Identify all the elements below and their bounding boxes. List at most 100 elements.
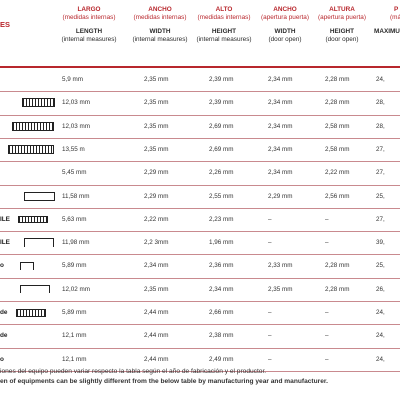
table-row: de 5,89 mm 2,44 mm 2,66 mm – – 24, [0,301,400,324]
header-door-width-en-sub: (door open) [268,36,302,43]
table-cell: 2,28 mm [325,99,350,107]
table-cell: 2,29 mm [144,169,169,177]
table-cell: – [268,355,272,363]
header-length-en: LENGTH [75,28,103,35]
header-row-label: ES [0,20,11,29]
header-max-payload: P (má MAXIMUN [374,6,400,36]
table-cell: 2,35 mm [144,76,169,83]
table-cell: – [268,309,272,316]
table-cell: 12,02 mm [62,285,90,293]
row-label: de [0,309,8,316]
row-label: o [0,262,4,270]
table-cell: 27, [376,145,385,153]
header-width-en-sub: (internal measures) [132,36,188,43]
row-divider [0,370,400,372]
header-max-payload-es: P [394,6,399,13]
table-cell: 2,44 mm [144,355,169,363]
table-row: 12,03 mm 2,35 mm 2,39 mm 2,34 mm 2,28 mm 28, [0,91,400,114]
table-cell: 2,35 mm [144,285,169,293]
table-cell: 25, [376,262,385,270]
table-cell: – [268,239,272,247]
table-cell: 2,58 mm [325,145,350,153]
row-divider [0,114,400,116]
table-cell: 2,33 mm [268,262,293,270]
container-sketch-icon [24,191,55,201]
table-cell: 2,35 mm [144,99,169,107]
table-row: 11,58 mm 2,29 mm 2,55 mm 2,29 mm 2,56 mm 25, [0,185,400,208]
header-max-payload-en: MAXIMUN [374,28,400,35]
table-cell: 28, [376,122,385,130]
header-length-en-sub: (internal measures) [61,36,117,43]
table-cell: 2,22 mm [144,215,169,223]
table-cell: 2,29 mm [268,192,293,200]
header-door-height-es-sub: (apertura puerta) [318,14,366,21]
table-cell: 39, [376,239,385,247]
row-divider [0,277,400,279]
header-height-es: ALTO [215,6,233,13]
header-width: ANCHO (medidas internas) WIDTH (internal… [124,6,196,44]
table-cell: 2,35 mm [144,145,169,153]
container-sketch-icon [20,261,34,270]
table-cell: 2,34 mm [144,262,169,270]
table-cell: 2,23 mm [209,215,234,223]
table-cell: 2,44 mm [144,309,169,316]
table-row: de 12,1 mm 2,44 mm 2,38 mm – – 24, [0,324,400,347]
table-cell: 24, [376,332,385,340]
table-cell: 5,89 mm [62,309,87,316]
table-cell: 2,35 mm [144,122,169,130]
row-divider [0,207,400,209]
header-width-en: WIDTH [149,28,171,35]
table-cell: – [325,239,329,247]
row-divider [0,254,400,256]
container-sketch-icon [20,285,50,294]
table-header: ES LARGO (medidas internas) LENGTH (inte… [0,0,400,67]
container-sketch-icon [12,121,54,131]
header-height-es-sub: (medidas internas) [197,14,251,21]
container-sketch-icon [24,238,54,248]
table-cell: – [325,355,329,363]
table-row: o 5,89 mm 2,34 mm 2,36 mm 2,33 mm 2,28 mm 25, [0,254,400,277]
row-label: de [0,332,8,340]
table-cell: 2,34 mm [268,76,293,83]
table-cell: 5,9 mm [62,76,83,83]
row-divider [0,301,400,302]
table-cell: 2,34 mm [268,122,293,130]
row-divider [0,161,400,163]
table-cell: 2,49 mm [209,355,234,363]
row-divider [0,91,400,93]
header-door-height-es: ALTURA [329,6,355,13]
table-cell: 2,36 mm [209,262,234,270]
table-cell: 2,34 mm [268,169,293,177]
table-cell: – [268,215,272,223]
container-sketch-icon [8,144,54,154]
table-cell: 2,29 mm [144,192,169,200]
table-cell: 2,38 mm [209,332,234,340]
header-door-height-en-sub: (door open) [325,36,359,43]
table-cell: 12,1 mm [62,355,87,363]
table-cell: 2,28 mm [325,262,350,270]
table-cell: 2,39 mm [209,99,234,107]
row-divider [0,231,400,233]
table-cell: 11,98 mm [62,239,90,247]
table-cell: 2,28 mm [325,76,350,83]
table-cell: – [325,332,329,340]
row-divider [0,137,400,139]
table-cell: 5,63 mm [62,215,87,223]
footnote-es: iones del equipo pueden variar respecto … [0,368,267,375]
row-divider [0,184,400,186]
table-cell: 24, [376,309,385,316]
table-cell: – [325,309,329,316]
row-label: ILE [0,239,10,247]
table-cell: 12,1 mm [62,332,87,340]
table-cell: 2,28 mm [325,285,350,293]
header-height: ALTO (medidas internas) HEIGHT (internal… [190,6,258,44]
row-label: ILE [0,215,10,223]
footnote-en: en of equipments can be slightly differe… [0,378,328,385]
header-length: LARGO (medidas internas) LENGTH (interna… [55,6,123,44]
table-cell: 26, [376,285,385,293]
table-cell: 2,39 mm [209,76,234,83]
table-row: o 12,1 mm 2,44 mm 2,49 mm – – 24, [0,348,400,371]
table-row: ILE 11,98 mm 2,2 3mm 1,96 mm – – 39, [0,231,400,254]
header-door-height: ALTURA (apertura puerta) HEIGHT (door op… [312,6,372,44]
table-cell: 28, [376,99,385,107]
